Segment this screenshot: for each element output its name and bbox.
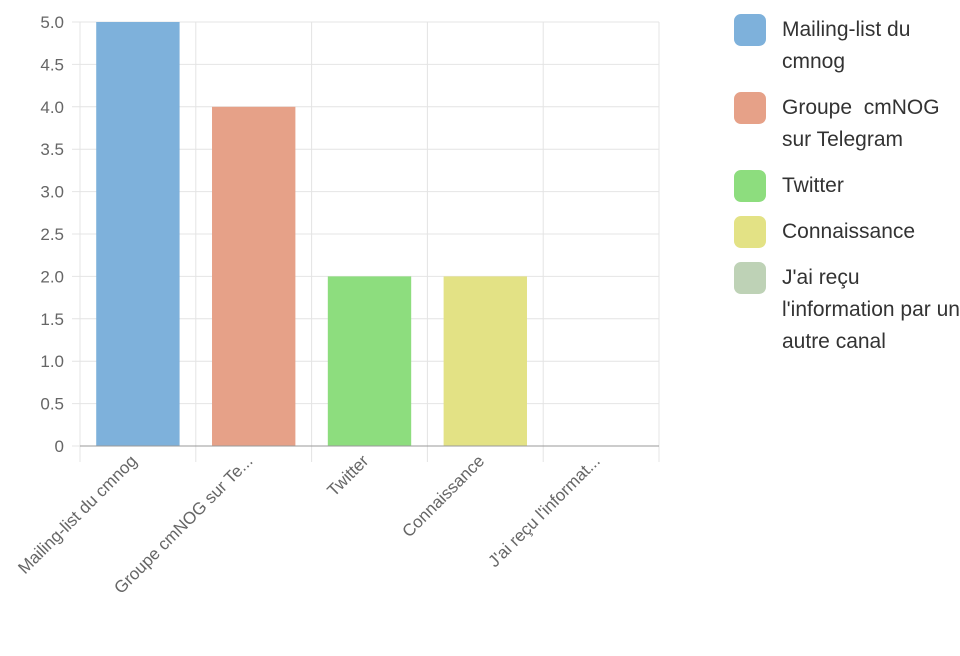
x-tick-label: Twitter (323, 451, 372, 500)
y-tick-label: 0.5 (40, 395, 64, 414)
x-tick-label: Connaissance (399, 451, 489, 541)
bar[interactable] (96, 22, 180, 446)
legend-item-mailing-list[interactable]: Mailing-list du cmnog (734, 14, 960, 78)
legend-item-telegram[interactable]: Groupe cmNOG sur Telegram (734, 92, 960, 156)
y-tick-label: 1.0 (40, 352, 64, 371)
y-tick-label: 2.5 (40, 225, 64, 244)
legend-label: Groupe cmNOG sur Telegram (782, 96, 940, 151)
legend-item-twitter[interactable]: Twitter (734, 170, 960, 202)
y-axis-ticks: 0 0.5 1.0 1.5 2.0 2.5 3.0 3.5 4.0 4.5 5.0 (40, 13, 64, 456)
y-tick-label: 0 (55, 437, 64, 456)
y-tick-label: 3.5 (40, 140, 64, 159)
x-tick-label: Mailing-list du cmnog (14, 451, 140, 577)
legend-swatch (734, 92, 766, 124)
legend-item-autre-canal[interactable]: J'ai reçu l'information par un autre can… (734, 262, 960, 358)
legend-label: Connaissance (782, 220, 916, 243)
y-tick-label: 4.0 (40, 98, 64, 117)
legend-label: Twitter (782, 174, 844, 197)
bar[interactable] (212, 106, 296, 447)
bar[interactable] (327, 276, 412, 446)
legend-swatch (734, 170, 766, 202)
legend-label: Mailing-list du cmnog (782, 18, 911, 73)
legend: Mailing-list du cmnog Groupe cmNOG sur T… (734, 14, 960, 372)
y-tick-label: 1.5 (40, 310, 64, 329)
legend-item-connaissance[interactable]: Connaissance (734, 216, 960, 248)
legend-swatch (734, 14, 766, 46)
legend-swatch (734, 262, 766, 294)
x-tick-label: Groupe cmNOG sur Te... (110, 451, 256, 597)
y-tick-label: 3.0 (40, 183, 64, 202)
x-tick-label: J'ai reçu l'informat... (484, 451, 604, 571)
legend-label: J'ai reçu l'information par un autre can… (782, 266, 960, 353)
y-tick-label: 2.0 (40, 267, 64, 286)
bar-chart: 0 0.5 1.0 1.5 2.0 2.5 3.0 3.5 4.0 4.5 5.0 Mailing-… (14, 13, 660, 598)
y-tick-label: 5.0 (40, 13, 64, 32)
legend-swatch (734, 216, 766, 248)
bars (96, 22, 527, 447)
y-tick-label: 4.5 (40, 55, 64, 74)
bar[interactable] (443, 276, 527, 446)
